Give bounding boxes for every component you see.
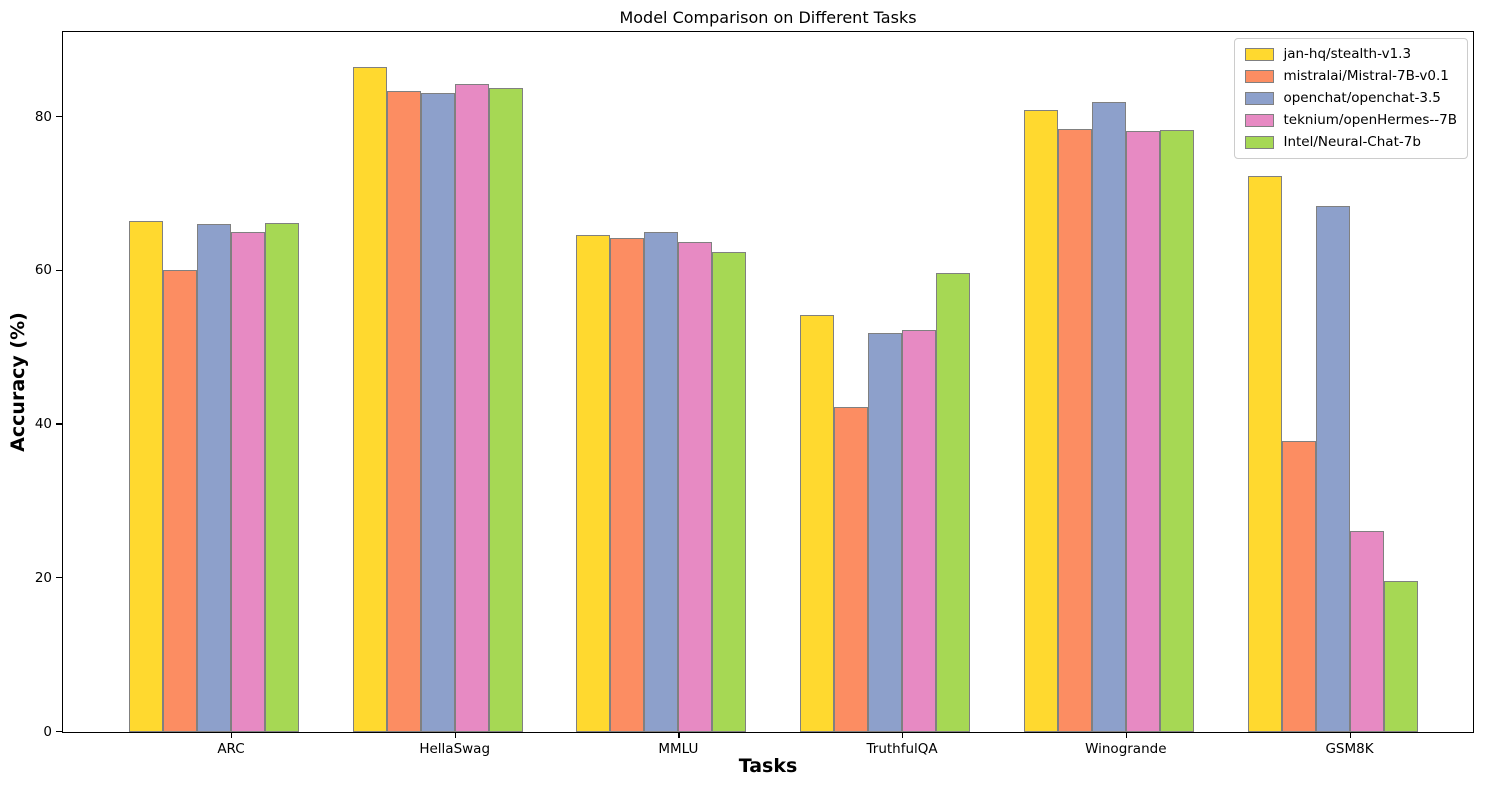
legend-swatch-icon [1245, 70, 1275, 83]
y-axis-label: Accuracy (%) [7, 312, 29, 452]
bar [1383, 581, 1418, 732]
bar [352, 67, 387, 732]
y-tick-mark [56, 115, 62, 118]
bar [420, 92, 455, 732]
bar [868, 332, 903, 732]
bar [1281, 441, 1316, 732]
bar [678, 242, 713, 732]
x-tick-label: MMLU [658, 741, 699, 757]
bar [231, 232, 265, 732]
bar-group [352, 32, 523, 732]
legend-swatch-icon [1245, 136, 1275, 149]
legend: jan-hq/stealth-v1.3 mistralai/Mistral-7B-… [1234, 38, 1468, 159]
bar-group [800, 32, 971, 732]
bar [265, 222, 299, 732]
legend-label: mistralai/Mistral-7B-v0.1 [1283, 68, 1449, 84]
plot-area: jan-hq/stealth-v1.3 mistralai/Mistral-7B-… [35, 31, 1474, 757]
x-axis-label: Tasks [738, 755, 798, 777]
y-tick-label: 80 [34, 108, 52, 125]
bar [1159, 130, 1194, 732]
legend-item: jan-hq/stealth-v1.3 [1245, 46, 1457, 63]
x-tick-mark [231, 732, 233, 738]
legend-item: teknium/openHermes--7B [1245, 112, 1457, 129]
legend-swatch-icon [1245, 114, 1275, 127]
bar [129, 221, 163, 732]
y-tick-label: 60 [34, 262, 52, 279]
x-tick-label: ARC [217, 741, 245, 757]
bar [1247, 175, 1282, 732]
bar [1023, 109, 1058, 732]
legend-label: Intel/Neural-Chat-7b [1283, 134, 1421, 150]
bar [644, 232, 679, 732]
bar [834, 407, 869, 732]
x-tick-mark [678, 732, 680, 738]
bar [902, 330, 937, 732]
y-tick-mark [56, 731, 62, 733]
x-tick-label: HellaSwag [419, 741, 491, 757]
legend-label: teknium/openHermes--7B [1283, 112, 1457, 128]
y-tick-mark [56, 577, 62, 579]
bar [800, 315, 835, 732]
bar [488, 88, 523, 732]
bar [197, 223, 231, 732]
legend-item: openchat/openchat-3.5 [1245, 90, 1457, 107]
bar [1315, 205, 1350, 732]
bar-group [129, 32, 299, 732]
bar [454, 84, 489, 732]
legend-item: mistralai/Mistral-7B-v0.1 [1245, 68, 1457, 85]
bar [1349, 531, 1384, 732]
legend-swatch-icon [1245, 48, 1275, 61]
x-tick-label: TruthfulQA [866, 741, 938, 757]
legend-item: Intel/Neural-Chat-7b [1245, 134, 1457, 151]
y-tick-mark [56, 269, 62, 271]
x-tick-mark [902, 732, 904, 738]
y-tick-label: 0 [43, 723, 52, 740]
bar-group [1023, 32, 1194, 732]
bar [1057, 128, 1092, 732]
bar-group [1247, 32, 1418, 732]
chart-title: Model Comparison on Different Tasks [619, 8, 917, 27]
bar [163, 270, 197, 732]
bar [386, 91, 421, 732]
bar [712, 252, 747, 732]
x-tick-label: GSM8K [1325, 741, 1374, 757]
x-tick-mark [454, 732, 456, 738]
bar [936, 272, 971, 732]
x-tick-mark [1349, 732, 1351, 738]
bar [610, 238, 645, 732]
legend-swatch-icon [1245, 92, 1275, 105]
bar-group [576, 32, 747, 732]
y-tick-label: 20 [34, 569, 52, 586]
bar [1125, 131, 1160, 732]
bar [576, 235, 611, 732]
x-tick-label: Winogrande [1085, 741, 1167, 757]
y-tick-mark [56, 423, 62, 425]
bar [1091, 102, 1126, 732]
x-tick-mark [1125, 732, 1127, 738]
legend-label: jan-hq/stealth-v1.3 [1283, 46, 1412, 62]
legend-label: openchat/openchat-3.5 [1283, 90, 1441, 106]
y-tick-label: 40 [34, 416, 52, 433]
